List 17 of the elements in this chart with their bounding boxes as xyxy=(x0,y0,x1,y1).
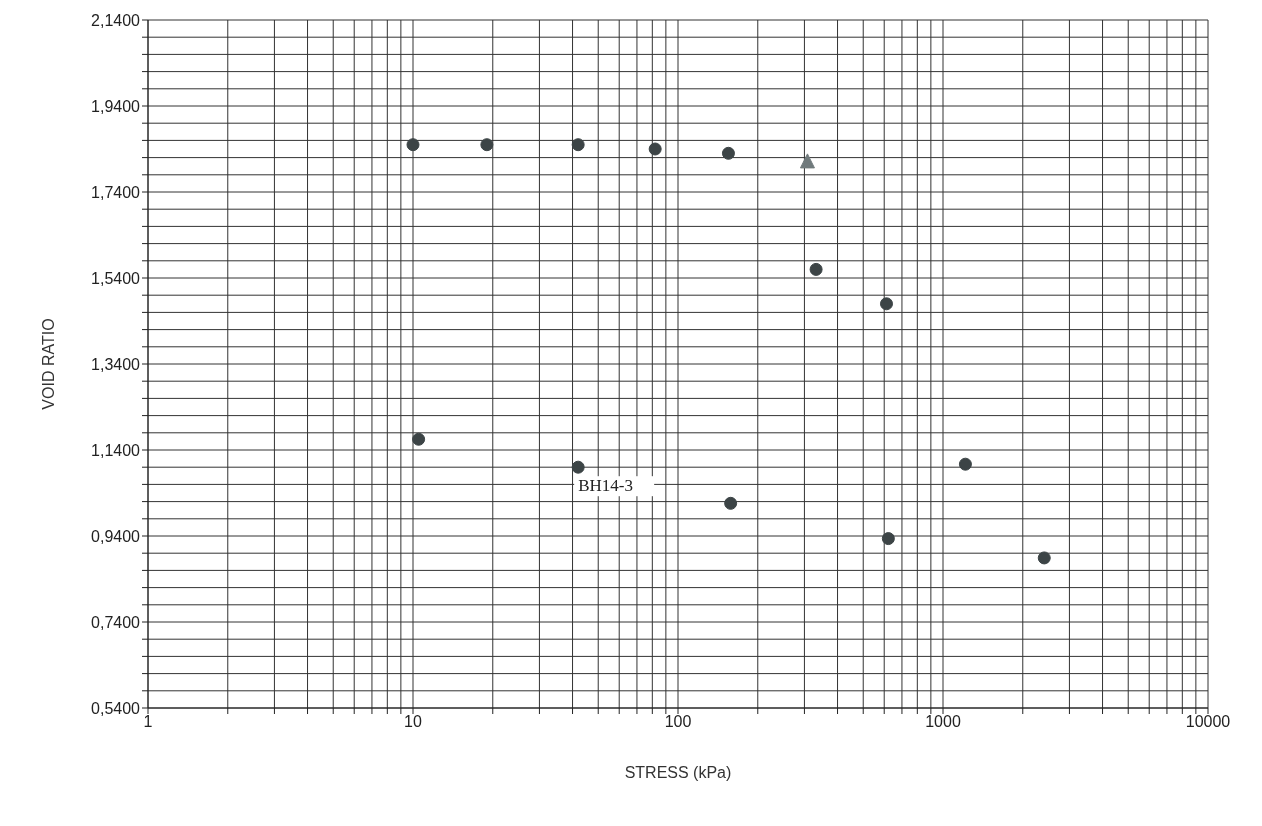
annotation: BH14-3 xyxy=(578,476,633,496)
y-axis-title: VOID RATIO xyxy=(39,318,57,410)
x-axis-title: STRESS (kPa) xyxy=(624,764,732,781)
y-tick-label: 1,5400 xyxy=(91,269,141,287)
x-tick-label: 1000 xyxy=(925,713,961,731)
x-tick-label: 100 xyxy=(664,713,692,731)
y-tick-label: 1,7400 xyxy=(91,183,141,201)
y-tick-label: 2,1400 xyxy=(91,11,141,29)
y-tick-label: 1,9400 xyxy=(91,97,141,115)
y-tick-label: 1,3400 xyxy=(91,355,141,373)
y-tick-label: 1,1400 xyxy=(91,441,141,459)
x-tick-label: 10000 xyxy=(1185,713,1231,731)
y-tick-label: 0,7400 xyxy=(91,613,141,631)
y-tick-label: 0,9400 xyxy=(91,527,141,545)
x-tick-label: 10 xyxy=(404,713,422,731)
x-tick-label: 1 xyxy=(143,713,153,731)
y-tick-label: 0,5400 xyxy=(91,699,141,717)
